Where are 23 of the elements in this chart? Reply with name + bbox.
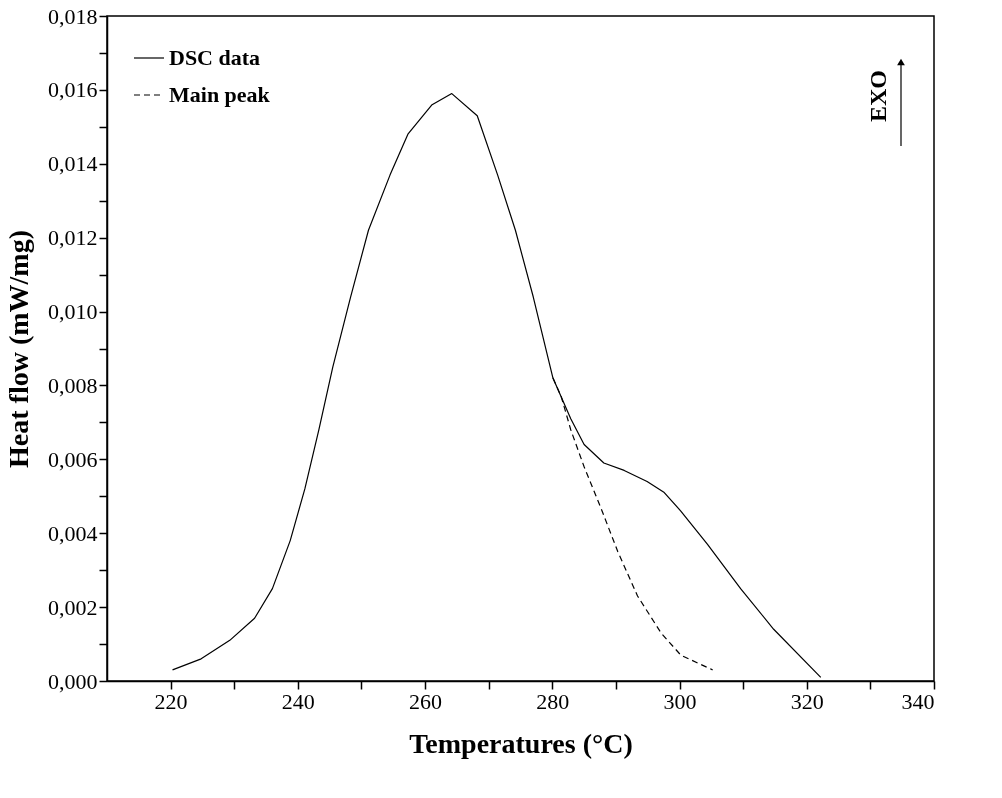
x-tick-label: 220 (154, 688, 188, 714)
y-tick-label: 0,016 (48, 77, 98, 103)
y-tick-label: 0,000 (48, 668, 98, 694)
y-tick-label: 0,018 (48, 3, 98, 29)
x-axis-title: Temperatures (°C) (409, 727, 633, 759)
y-tick-label: 0,010 (48, 299, 98, 325)
y-tick-label: 0,006 (48, 446, 98, 472)
y-tick-label: 0,002 (48, 594, 98, 620)
y-tick-label: 0,008 (48, 372, 98, 398)
y-tick-label: 0,004 (48, 520, 98, 546)
y-axis-title: Heat flow (mW/mg) (3, 230, 34, 468)
x-tick-label: 320 (790, 688, 824, 714)
x-tick-label: 240 (281, 688, 315, 714)
x-tick-label: 340 (901, 688, 935, 714)
x-tick-label: 280 (536, 688, 570, 714)
line-series (552, 377, 714, 671)
y-tick-label: 0,012 (48, 225, 98, 251)
y-tick-label: 0,014 (48, 151, 98, 177)
legend-label: Main peak (169, 82, 271, 107)
annotation: EXO (865, 69, 891, 123)
x-tick-label: 300 (663, 688, 697, 714)
legend-label: DSC data (169, 45, 261, 70)
x-tick-label: 260 (409, 688, 443, 714)
